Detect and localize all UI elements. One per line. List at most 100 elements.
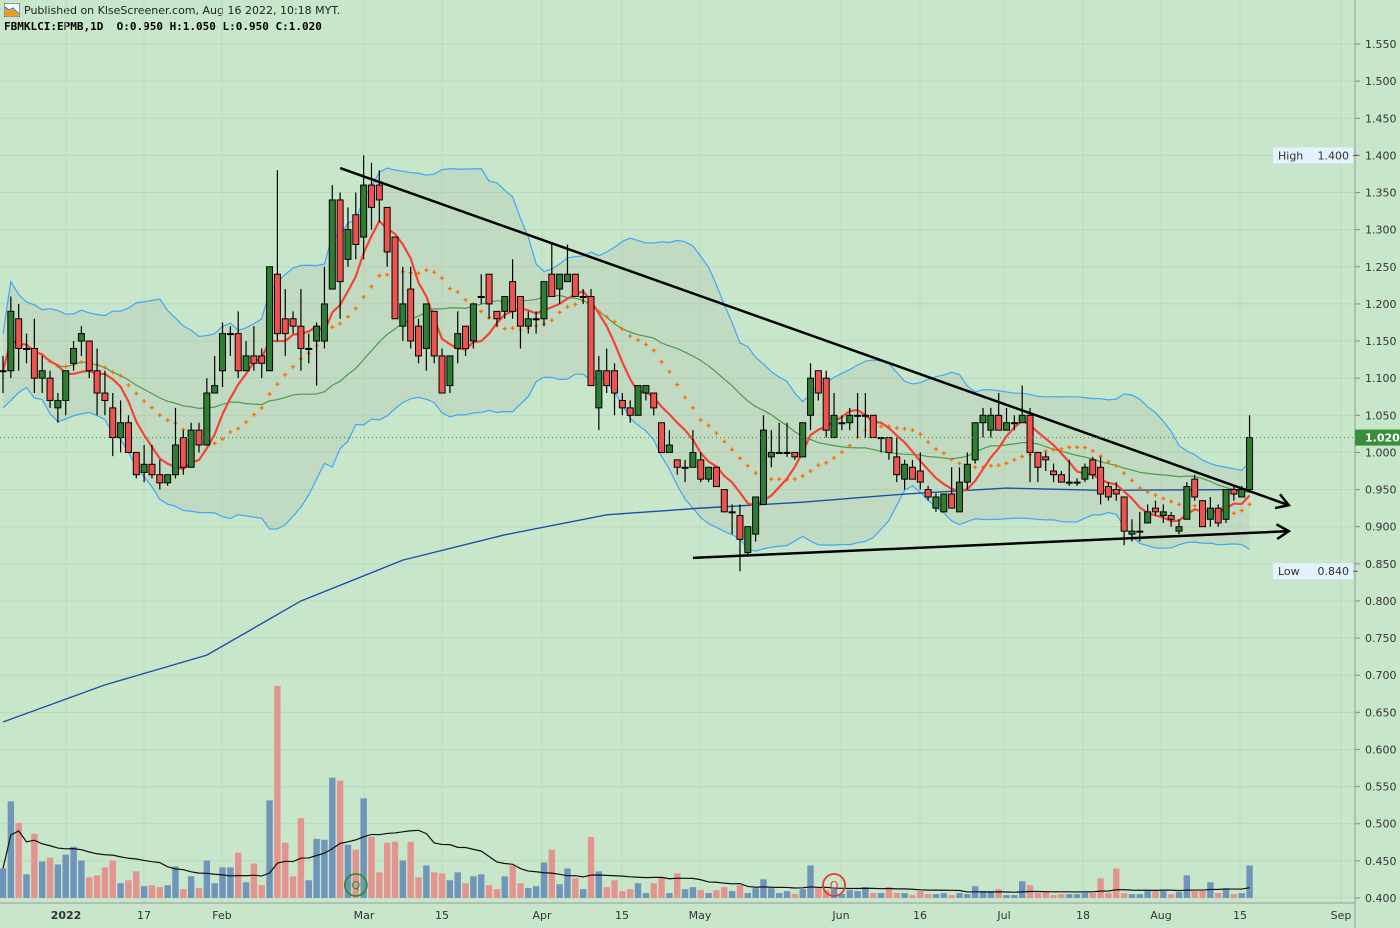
quarterly-report-marker-icon <box>343 873 368 897</box>
volume-bar <box>1136 894 1143 898</box>
candle-down <box>109 407 117 439</box>
dotted-moving-average-point <box>1106 459 1111 464</box>
volume-bar <box>713 890 720 898</box>
dotted-moving-average-point <box>424 268 429 273</box>
dotted-moving-average-point <box>236 426 241 431</box>
volume-bar <box>877 893 885 898</box>
volume-bar <box>1066 894 1073 898</box>
candle-down <box>148 463 156 476</box>
dotted-moving-average-point <box>165 418 170 423</box>
candle-up <box>344 229 352 260</box>
quarterly-report-marker-icon <box>822 873 846 897</box>
candle-down <box>85 340 93 372</box>
volume-bar <box>1003 895 1010 898</box>
candle-up <box>979 414 987 424</box>
volume-bar <box>760 879 767 898</box>
x-tick-label: Jul <box>996 909 1010 922</box>
volume-bar <box>101 867 109 898</box>
candle-down <box>438 355 446 394</box>
dotted-moving-average-point <box>1161 496 1166 501</box>
candle-down <box>101 392 109 401</box>
candle-down <box>697 459 705 480</box>
x-tick-label: 16 <box>913 909 927 922</box>
volume-bar <box>305 880 312 898</box>
candle-up <box>579 295 587 298</box>
candle-up <box>963 463 971 483</box>
candle-down <box>1214 507 1222 524</box>
candle-up <box>861 414 869 417</box>
y-tick-label: 0.550 <box>1365 781 1397 794</box>
volume-bar <box>823 890 830 898</box>
candle-down <box>885 437 893 453</box>
dotted-moving-average-point <box>549 318 554 323</box>
candle-up <box>7 310 15 372</box>
candle-down <box>1151 507 1159 513</box>
bollinger-band-fill <box>3 168 1250 552</box>
volume-bar <box>1113 868 1120 898</box>
dotted-moving-average-point <box>1169 499 1174 504</box>
candle-up <box>540 281 548 320</box>
candle-up <box>187 429 195 468</box>
candle-up <box>0 370 7 373</box>
dotted-moving-average-point <box>737 456 742 461</box>
candle-up <box>23 347 31 350</box>
dotted-moving-average-point <box>63 364 68 369</box>
dotted-moving-average-point <box>1231 511 1236 516</box>
dotted-moving-average-point <box>949 457 954 462</box>
candle-up <box>767 451 775 458</box>
volume-bar <box>140 886 148 898</box>
candle-down <box>603 370 611 387</box>
y-tick-label: 1.550 <box>1365 38 1397 51</box>
dotted-moving-average-point <box>157 413 162 418</box>
volume-bar <box>1097 878 1104 898</box>
volume-bar <box>509 865 516 898</box>
candle-down <box>1026 414 1034 453</box>
volume-bar <box>689 887 697 898</box>
volume-bar <box>681 889 689 898</box>
volume-bar <box>1128 894 1136 898</box>
volume-bar <box>423 865 430 898</box>
dotted-moving-average-point <box>1239 508 1244 513</box>
volume-bar <box>23 874 30 898</box>
dotted-moving-average-point <box>698 418 703 423</box>
volume-bar <box>454 872 461 898</box>
dotted-moving-average-point <box>440 276 445 281</box>
volume-bar <box>70 846 77 898</box>
candle-down <box>1112 489 1120 495</box>
trendline-arrowhead-icon <box>1274 493 1292 510</box>
dotted-moving-average-point <box>1145 490 1150 495</box>
dotted-moving-average-point <box>1153 493 1158 498</box>
volume-bar <box>885 887 893 898</box>
volume-bar <box>1144 891 1151 898</box>
bollinger-upper-line <box>2 167 1250 471</box>
volume-bar <box>15 823 22 898</box>
high-marker-box <box>1273 147 1353 164</box>
dotted-moving-average-point <box>996 463 1001 468</box>
last-price-label: 1.020 <box>1365 432 1400 445</box>
trendline <box>339 166 1290 507</box>
volume-bar <box>611 880 618 898</box>
volume-bar <box>336 780 344 898</box>
candle-down <box>156 474 164 484</box>
published-caption: Published on KlseScreener.com, Aug 16 20… <box>24 4 341 17</box>
candle-up <box>846 414 854 424</box>
candle-up <box>744 526 752 554</box>
candle-up <box>1238 489 1246 498</box>
klsescreener-logo-icon <box>4 3 20 17</box>
volume-bar <box>587 836 595 898</box>
volume-bar <box>556 884 563 898</box>
dotted-moving-average-point <box>832 456 837 461</box>
candle-down <box>611 370 619 394</box>
x-tick-label: Feb <box>212 909 231 922</box>
candle-up <box>783 451 791 454</box>
volume-bar <box>485 885 493 898</box>
volume-bar <box>815 888 822 898</box>
volume-bar <box>1089 893 1096 898</box>
dotted-moving-average-point <box>455 290 460 295</box>
candle-up <box>320 303 328 342</box>
low-marker-value: 0.840 <box>1318 565 1350 578</box>
dotted-moving-average-point <box>1051 447 1056 452</box>
candle-up <box>70 347 78 364</box>
x-tick-label: 18 <box>1076 909 1090 922</box>
